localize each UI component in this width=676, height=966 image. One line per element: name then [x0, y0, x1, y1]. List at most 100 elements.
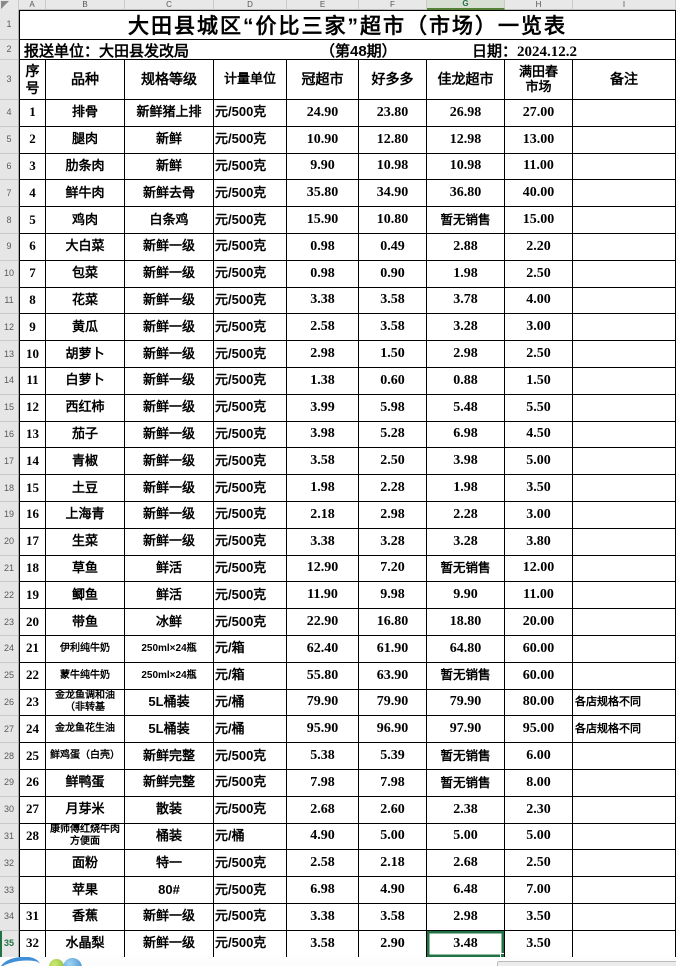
- cell-product[interactable]: 生菜: [46, 528, 125, 556]
- cell-price-jialong[interactable]: 6.48: [427, 877, 505, 904]
- row-number[interactable]: 32: [0, 850, 19, 878]
- cell-unit[interactable]: 元/500克: [214, 287, 287, 315]
- cell-seq[interactable]: 26: [19, 769, 46, 797]
- cell-product[interactable]: 排骨: [46, 100, 125, 127]
- cell-price-jialong[interactable]: 1.98: [427, 475, 505, 502]
- cell-spec[interactable]: 新鲜完整: [125, 769, 214, 797]
- cell-price-guan[interactable]: 3.99: [287, 394, 359, 422]
- cell-unit[interactable]: 元/500克: [214, 501, 287, 529]
- cell-spec[interactable]: 特一: [125, 850, 214, 878]
- cell-product[interactable]: 黄瓜: [46, 314, 125, 342]
- title-cell[interactable]: 大田县城区“价比三家”超市（市场）一览表: [19, 10, 676, 40]
- cell-price-jialong[interactable]: 3.28: [427, 314, 505, 342]
- cell-seq[interactable]: 12: [19, 394, 46, 422]
- cell-note[interactable]: [573, 743, 676, 770]
- cell-price-haoduoduo[interactable]: 7.20: [359, 555, 427, 583]
- row-number[interactable]: 23: [0, 609, 19, 636]
- cell-seq[interactable]: 18: [19, 555, 46, 583]
- cell-note[interactable]: [573, 796, 676, 824]
- row-number[interactable]: 25: [0, 662, 19, 690]
- cell-spec[interactable]: 新鲜一级: [125, 341, 214, 368]
- cell-price-guan[interactable]: 3.58: [287, 930, 359, 958]
- cell-price-jialong[interactable]: 3.78: [427, 287, 505, 315]
- cell-seq[interactable]: 31: [19, 903, 46, 931]
- cell-seq[interactable]: 6: [19, 233, 46, 261]
- cell-spec[interactable]: 冰鲜: [125, 609, 214, 636]
- cell-unit[interactable]: 元/500克: [214, 341, 287, 368]
- cell-price-jialong[interactable]: 3.98: [427, 448, 505, 476]
- cell-product[interactable]: 鸡肉: [46, 207, 125, 234]
- cell-price-haoduoduo[interactable]: 2.28: [359, 475, 427, 502]
- cell-price-mantianchun[interactable]: 60.00: [505, 662, 573, 690]
- row-number[interactable]: 15: [0, 394, 19, 422]
- cell-product[interactable]: 康师傅红烧牛肉方便面: [46, 823, 125, 851]
- cell-unit[interactable]: 元/箱: [214, 635, 287, 663]
- cell-price-jialong[interactable]: 36.80: [427, 180, 505, 208]
- cell-unit[interactable]: 元/500克: [214, 769, 287, 797]
- cell-seq[interactable]: 17: [19, 528, 46, 556]
- row-number[interactable]: 7: [0, 180, 19, 208]
- cell-note[interactable]: [573, 850, 676, 878]
- cell-seq[interactable]: 9: [19, 314, 46, 342]
- row-number[interactable]: 33: [0, 877, 19, 904]
- cell-seq[interactable]: 19: [19, 582, 46, 610]
- cell-price-guan[interactable]: 5.38: [287, 743, 359, 770]
- cell-seq[interactable]: 5: [19, 207, 46, 234]
- cell-spec[interactable]: 新鲜: [125, 126, 214, 154]
- cell-note[interactable]: [573, 877, 676, 904]
- cell-price-guan[interactable]: 2.98: [287, 341, 359, 368]
- cell-note[interactable]: [573, 394, 676, 422]
- cell-note[interactable]: [573, 609, 676, 636]
- row-number[interactable]: 20: [0, 528, 19, 556]
- cell-price-haoduoduo[interactable]: 61.90: [359, 635, 427, 663]
- cell-price-jialong[interactable]: 9.90: [427, 582, 505, 610]
- cell-product[interactable]: 土豆: [46, 475, 125, 502]
- cell-seq[interactable]: 21: [19, 635, 46, 663]
- cell-price-jialong[interactable]: 3.48: [427, 930, 505, 958]
- cell-price-haoduoduo[interactable]: 16.80: [359, 609, 427, 636]
- column-header-c[interactable]: C: [125, 0, 214, 10]
- cell-spec[interactable]: 新鲜一级: [125, 287, 214, 315]
- cell-unit[interactable]: 元/箱: [214, 662, 287, 690]
- cell-price-mantianchun[interactable]: 3.80: [505, 528, 573, 556]
- header-market-guan[interactable]: 冠超市: [287, 60, 359, 100]
- cell-seq[interactable]: 16: [19, 501, 46, 529]
- cell-price-guan[interactable]: 2.18: [287, 501, 359, 529]
- column-header-b[interactable]: B: [46, 0, 125, 10]
- cell-product[interactable]: 鲜牛肉: [46, 180, 125, 208]
- cell-price-haoduoduo[interactable]: 2.98: [359, 501, 427, 529]
- cell-price-haoduoduo[interactable]: 3.58: [359, 314, 427, 342]
- cell-price-jialong[interactable]: 2.38: [427, 796, 505, 824]
- cell-note[interactable]: [573, 421, 676, 449]
- cell-price-jialong[interactable]: 64.80: [427, 635, 505, 663]
- cell-price-mantianchun[interactable]: 2.20: [505, 233, 573, 261]
- row-number[interactable]: 26: [0, 689, 19, 717]
- cell-price-guan[interactable]: 95.90: [287, 716, 359, 744]
- cell-unit[interactable]: 元/500克: [214, 126, 287, 154]
- cell-seq[interactable]: 13: [19, 421, 46, 449]
- row-number[interactable]: 27: [0, 716, 19, 744]
- cell-price-guan[interactable]: 2.68: [287, 796, 359, 824]
- cell-seq[interactable]: 24: [19, 716, 46, 744]
- cell-price-haoduoduo[interactable]: 0.60: [359, 367, 427, 395]
- cell-product[interactable]: 金龙鱼调和油（非转基: [46, 689, 125, 717]
- cell-product[interactable]: 白萝卜: [46, 367, 125, 395]
- cell-price-guan[interactable]: 3.38: [287, 903, 359, 931]
- cell-spec[interactable]: 新鲜一级: [125, 903, 214, 931]
- cell-price-jialong[interactable]: 2.98: [427, 341, 505, 368]
- row-number[interactable]: 11: [0, 287, 19, 315]
- cell-price-guan[interactable]: 0.98: [287, 233, 359, 261]
- cell-seq[interactable]: 23: [19, 689, 46, 717]
- row-number[interactable]: 14: [0, 367, 19, 395]
- header-market-haoduoduo[interactable]: 好多多: [359, 60, 427, 100]
- cell-product[interactable]: 胡萝卜: [46, 341, 125, 368]
- cell-price-haoduoduo[interactable]: 23.80: [359, 100, 427, 127]
- cell-price-mantianchun[interactable]: 11.00: [505, 153, 573, 181]
- cell-price-mantianchun[interactable]: 40.00: [505, 180, 573, 208]
- cell-price-haoduoduo[interactable]: 9.98: [359, 582, 427, 610]
- cell-price-mantianchun[interactable]: 3.50: [505, 930, 573, 958]
- cell-price-mantianchun[interactable]: 5.00: [505, 823, 573, 851]
- cell-unit[interactable]: 元/桶: [214, 716, 287, 744]
- header-market-mantianchun[interactable]: 满田春市场: [505, 60, 573, 100]
- cell-price-jialong[interactable]: 26.98: [427, 100, 505, 127]
